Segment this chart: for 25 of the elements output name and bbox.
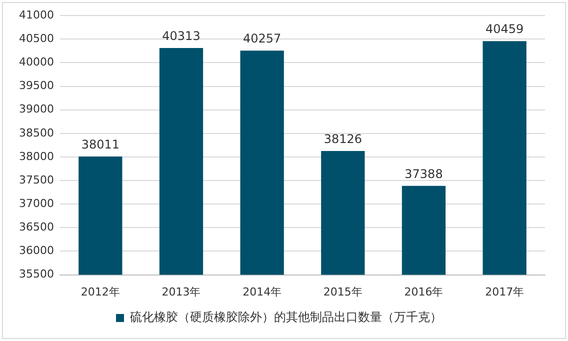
y-tick-label: 41000 xyxy=(18,8,54,22)
x-tick-label: 2014年 xyxy=(242,285,282,298)
y-tick-label: 40000 xyxy=(18,56,54,69)
y-tick-label: 39000 xyxy=(18,102,54,116)
y-tick-label: 37000 xyxy=(18,196,54,210)
data-label: 40313 xyxy=(162,29,200,44)
data-label: 40257 xyxy=(242,32,282,46)
y-tick-label: 36500 xyxy=(18,220,54,234)
y-tick-label: 40500 xyxy=(18,32,54,46)
x-tick-label: 2017年 xyxy=(485,285,524,298)
x-tick-label: 2016年 xyxy=(404,285,444,298)
x-tick-label: 2013年 xyxy=(162,285,201,298)
data-label: 40459 xyxy=(485,22,524,36)
y-tick-label: 35500 xyxy=(18,268,54,281)
data-label: 37388 xyxy=(404,166,443,181)
data-label: 38011 xyxy=(81,138,120,152)
y-tick-label: 38000 xyxy=(18,150,54,163)
x-tick-label: 2012年 xyxy=(80,285,120,298)
y-tick-label: 36000 xyxy=(18,244,54,258)
y-tick-label: 38500 xyxy=(18,126,54,140)
y-tick-label: 39500 xyxy=(18,79,54,92)
data-label: 38126 xyxy=(324,132,362,146)
x-tick-label: 2015年 xyxy=(323,285,362,298)
legend-label: 硫化橡胶（硬质橡胶除外）的其他制品出口数量（万千克） xyxy=(130,310,442,324)
y-tick-label: 37500 xyxy=(18,173,54,186)
